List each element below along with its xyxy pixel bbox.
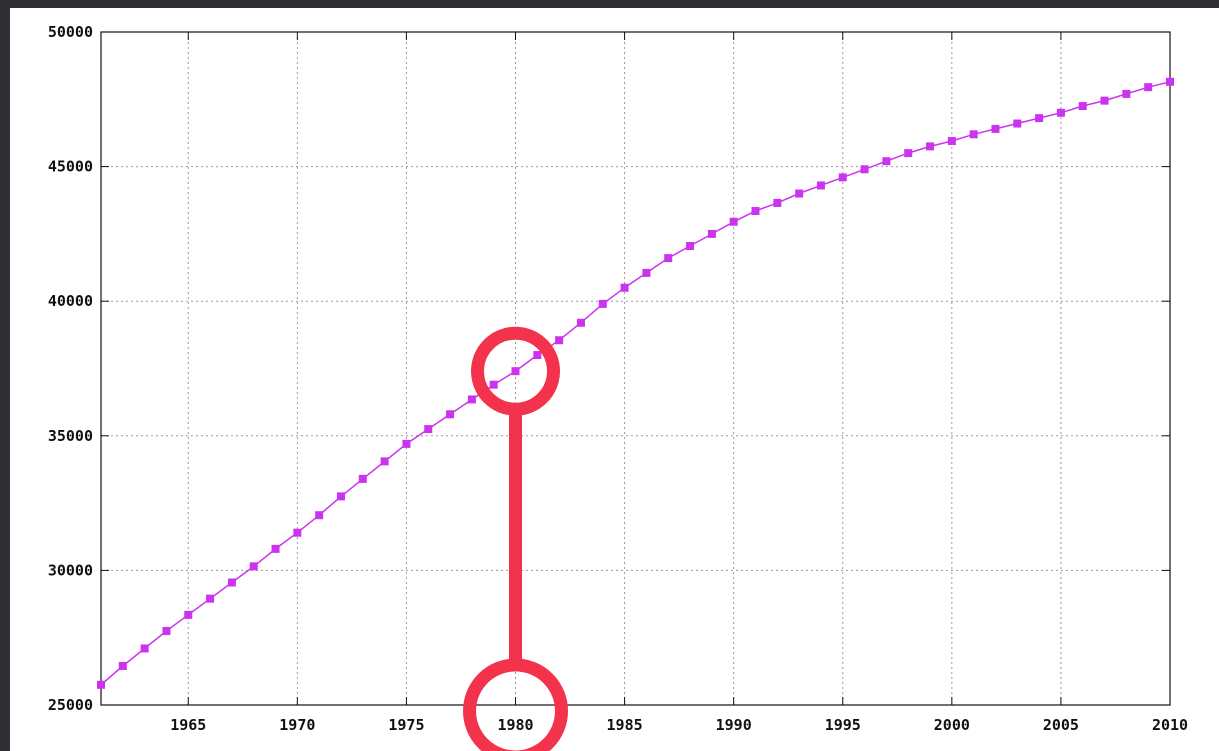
data-point	[882, 157, 891, 166]
annotation-circle-axis	[463, 658, 568, 751]
data-point	[991, 124, 1000, 133]
data-point	[336, 492, 345, 501]
annotation-circle-point	[471, 326, 561, 416]
data-point	[467, 395, 476, 404]
x-tick-label: 1970	[279, 716, 315, 734]
chart-panel: 1965 1970 1975 1980 1985 1990 1995 2000 2005 2010…	[10, 8, 1219, 751]
data-point	[1056, 108, 1065, 117]
data-point	[511, 367, 520, 376]
y-tick-label: 30000	[48, 561, 93, 579]
data-point	[620, 283, 629, 292]
data-point	[1078, 102, 1087, 111]
data-point	[860, 165, 869, 174]
data-point	[1122, 89, 1131, 98]
data-point	[598, 299, 607, 308]
x-tick-label: 2005	[1043, 716, 1079, 734]
series-layer	[97, 77, 1174, 689]
data-point	[249, 562, 258, 571]
data-point	[642, 268, 651, 277]
data-point	[576, 318, 585, 327]
data-point	[947, 137, 956, 146]
data-point	[664, 254, 673, 263]
data-point	[773, 198, 782, 207]
data-point	[227, 578, 236, 587]
data-point	[1013, 119, 1022, 128]
data-point	[926, 142, 935, 151]
x-tick-label: 1995	[825, 716, 861, 734]
data-point	[315, 511, 324, 520]
data-point	[751, 207, 760, 216]
data-point	[1166, 77, 1174, 86]
data-point	[904, 149, 913, 158]
data-point	[140, 644, 149, 653]
x-axis-ticks: 1965 1970 1975 1980 1985 1990 1995 2000 2005 2010	[170, 716, 1188, 734]
data-point	[969, 130, 978, 139]
data-point	[184, 610, 193, 619]
data-point	[555, 336, 564, 345]
data-point	[795, 189, 804, 198]
data-point	[1035, 114, 1044, 123]
x-tick-label: 1975	[388, 716, 424, 734]
y-tick-label: 40000	[48, 292, 93, 310]
annotation-layer	[463, 326, 568, 751]
x-tick-label: 2010	[1152, 716, 1188, 734]
data-point	[1100, 96, 1109, 105]
x-tick-label: 1980	[497, 716, 533, 734]
data-point	[97, 680, 105, 689]
plot-border	[100, 31, 1171, 706]
data-point	[271, 544, 280, 553]
data-point	[816, 181, 825, 190]
x-tick-label: 2000	[934, 716, 970, 734]
data-point	[533, 351, 542, 360]
data-point	[446, 410, 455, 419]
data-point	[402, 439, 411, 448]
data-point	[838, 173, 847, 182]
data-point	[162, 626, 171, 635]
x-tick-label: 1965	[170, 716, 206, 734]
x-tick-label: 1985	[607, 716, 643, 734]
data-point	[293, 528, 302, 537]
x-tick-label: 1990	[716, 716, 752, 734]
y-tick-label: 25000	[48, 696, 93, 714]
y-tick-label: 45000	[48, 158, 93, 176]
data-point	[358, 474, 367, 483]
y-tick-label: 35000	[48, 427, 93, 445]
data-point	[380, 457, 389, 466]
data-point	[1144, 83, 1153, 92]
series-line	[100, 81, 1171, 686]
data-point	[489, 380, 498, 389]
grid	[101, 31, 1171, 706]
data-point	[206, 594, 215, 603]
data-point	[707, 229, 716, 238]
line-chart: 1965 1970 1975 1980 1985 1990 1995 2000 2005 2010…	[48, 23, 1188, 751]
y-tick-label: 50000	[48, 23, 93, 41]
data-point	[118, 661, 127, 670]
data-point	[729, 217, 738, 226]
data-point	[686, 242, 695, 251]
data-point	[424, 425, 433, 434]
y-axis-ticks: 25000 30000 35000 40000 45000 50000	[48, 23, 93, 714]
plot-frame	[100, 31, 1171, 706]
